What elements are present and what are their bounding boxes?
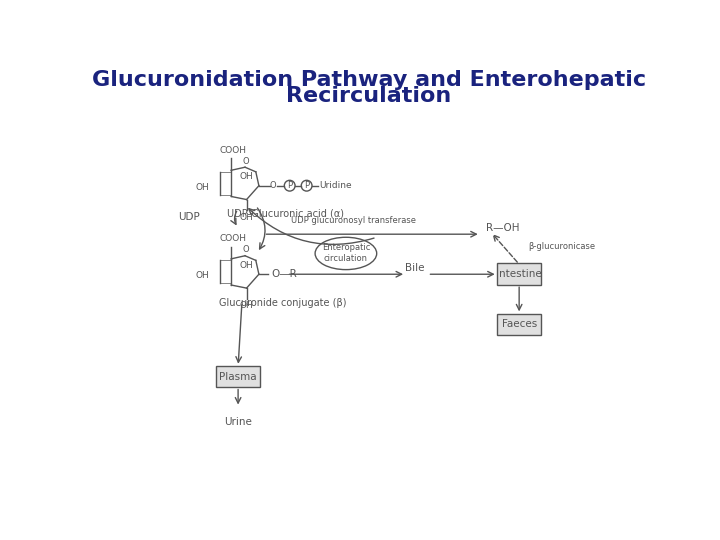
Text: COOH: COOH <box>219 146 246 155</box>
Text: OH: OH <box>196 183 210 192</box>
Text: Bile: Bile <box>405 262 425 273</box>
Text: Faeces: Faeces <box>502 319 537 329</box>
Text: Recirculation: Recirculation <box>287 86 451 106</box>
Text: P: P <box>287 181 292 190</box>
Text: R—OH: R—OH <box>486 223 520 233</box>
FancyArrowPatch shape <box>258 208 265 249</box>
Text: Glucuronide conjugate (β): Glucuronide conjugate (β) <box>219 299 346 308</box>
Text: UDP: UDP <box>178 212 199 222</box>
FancyBboxPatch shape <box>497 314 541 335</box>
Text: UDP glucuronosyl transferase: UDP glucuronosyl transferase <box>291 216 416 225</box>
Text: COOH: COOH <box>219 234 246 244</box>
Text: Urine: Urine <box>224 417 252 427</box>
Text: circulation: circulation <box>324 254 368 262</box>
Text: β-glucuronicase: β-glucuronicase <box>528 242 595 251</box>
Text: Intestine: Intestine <box>496 269 542 279</box>
Text: O: O <box>269 181 276 190</box>
Text: UDP-Glucuronic acid (α): UDP-Glucuronic acid (α) <box>227 208 343 218</box>
FancyArrowPatch shape <box>249 209 374 245</box>
Text: P: P <box>304 181 309 190</box>
FancyBboxPatch shape <box>497 264 541 285</box>
Text: O—R: O—R <box>271 269 297 279</box>
Text: Plasma: Plasma <box>220 372 257 382</box>
FancyBboxPatch shape <box>216 366 261 387</box>
Text: Uridine: Uridine <box>320 181 352 190</box>
Text: OH: OH <box>240 213 253 221</box>
Text: OH: OH <box>240 260 253 269</box>
Text: Enteropatic: Enteropatic <box>322 243 370 252</box>
Text: OH: OH <box>240 301 253 310</box>
Text: O: O <box>243 245 249 254</box>
Text: OH: OH <box>196 271 210 280</box>
Text: Glucuronidation Pathway and Enterohepatic: Glucuronidation Pathway and Enterohepati… <box>92 70 646 90</box>
Text: O: O <box>243 157 249 166</box>
Text: OH: OH <box>240 172 253 181</box>
